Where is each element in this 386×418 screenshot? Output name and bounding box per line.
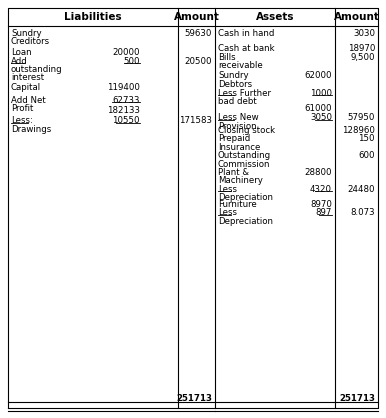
- Text: 59630: 59630: [185, 29, 212, 38]
- Text: 251713: 251713: [176, 394, 212, 403]
- Text: Machinery: Machinery: [218, 176, 263, 185]
- Text: Amount: Amount: [174, 12, 219, 22]
- Text: Insurance: Insurance: [218, 143, 260, 152]
- Text: Less:: Less:: [11, 117, 33, 125]
- Text: Liabilities: Liabilities: [64, 12, 122, 22]
- Text: interest: interest: [11, 74, 44, 82]
- Text: Capital: Capital: [11, 83, 41, 92]
- Text: Profit: Profit: [11, 104, 33, 113]
- Text: 61000: 61000: [305, 104, 332, 113]
- Text: 62733: 62733: [112, 96, 140, 105]
- Text: 10550: 10550: [112, 117, 140, 125]
- Text: 897: 897: [316, 208, 332, 217]
- Text: 251713: 251713: [339, 394, 375, 403]
- Text: 9,500: 9,500: [350, 53, 375, 62]
- Text: 150: 150: [359, 135, 375, 143]
- Text: Sundry: Sundry: [218, 71, 249, 81]
- Text: Debtors: Debtors: [218, 80, 252, 89]
- Text: 128960: 128960: [342, 126, 375, 135]
- Text: receivable: receivable: [218, 61, 263, 70]
- Text: bad debt: bad debt: [218, 97, 257, 106]
- Text: outstanding: outstanding: [11, 65, 63, 74]
- Text: 119400: 119400: [107, 83, 140, 92]
- Text: 3030: 3030: [353, 29, 375, 38]
- Text: Less: Less: [218, 208, 237, 217]
- Text: 171583: 171583: [179, 117, 212, 125]
- Text: Plant &: Plant &: [218, 168, 249, 176]
- Text: Closing stock: Closing stock: [218, 126, 275, 135]
- Text: 57950: 57950: [347, 113, 375, 122]
- Text: Less New: Less New: [218, 113, 259, 122]
- Text: Cash at bank: Cash at bank: [218, 44, 274, 54]
- Text: 24480: 24480: [347, 185, 375, 194]
- Text: 20000: 20000: [112, 48, 140, 57]
- Text: Add: Add: [11, 56, 28, 66]
- Text: Depreciation: Depreciation: [218, 217, 273, 226]
- Text: Assets: Assets: [256, 12, 294, 22]
- Text: Drawings: Drawings: [11, 125, 51, 134]
- Text: 4320: 4320: [310, 185, 332, 194]
- Text: 600: 600: [359, 151, 375, 161]
- Text: 8970: 8970: [310, 200, 332, 209]
- Text: Cash in hand: Cash in hand: [218, 29, 274, 38]
- Text: 500: 500: [124, 56, 140, 66]
- Text: Prepaid: Prepaid: [218, 135, 250, 143]
- Text: Less: Less: [218, 185, 237, 194]
- Text: Amount: Amount: [334, 12, 379, 22]
- Text: Creditors: Creditors: [11, 38, 50, 46]
- Text: Furniture: Furniture: [218, 200, 257, 209]
- Text: 62000: 62000: [305, 71, 332, 81]
- Text: Provision: Provision: [218, 122, 257, 131]
- Text: Loan: Loan: [11, 48, 32, 57]
- Text: 28800: 28800: [305, 168, 332, 176]
- Text: 1000: 1000: [310, 89, 332, 97]
- Text: 3050: 3050: [310, 113, 332, 122]
- Text: Depreciation: Depreciation: [218, 193, 273, 202]
- Text: Bills: Bills: [218, 53, 235, 62]
- Text: Less Further: Less Further: [218, 89, 271, 97]
- Text: Sundry: Sundry: [11, 29, 42, 38]
- Text: Add Net: Add Net: [11, 96, 46, 105]
- Text: 18970: 18970: [347, 44, 375, 54]
- Text: 182133: 182133: [107, 106, 140, 115]
- Text: Outstanding: Outstanding: [218, 151, 271, 161]
- Text: Commission: Commission: [218, 160, 271, 169]
- Text: 20500: 20500: [185, 56, 212, 66]
- Text: 8.073: 8.073: [350, 208, 375, 217]
